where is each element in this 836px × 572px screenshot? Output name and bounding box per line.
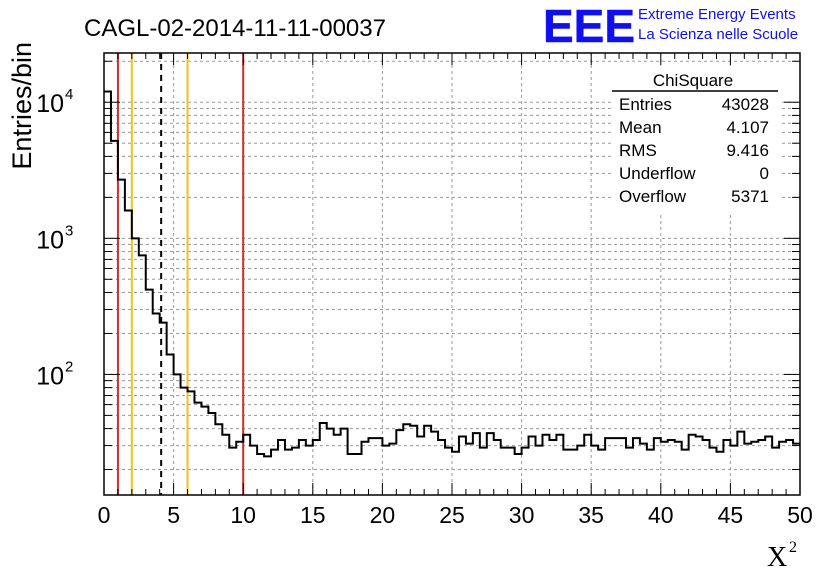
stats-row-value: 5371 [731,187,769,206]
x-axis-label-sup: 2 [789,539,797,556]
x-tick-label: 25 [439,502,465,528]
stats-row-label: RMS [619,141,657,160]
eee-logo: EEE Extreme Energy Events La Scienza nel… [543,0,798,52]
stats-row-value: 4.107 [726,118,769,137]
x-tick-label: 30 [509,502,535,528]
reference-lines [116,53,245,495]
stats-row-value: 9.416 [726,141,769,160]
stats-row-label: Overflow [619,187,687,206]
stats-row-value: 43028 [722,95,769,114]
x-tick-label: 5 [167,502,180,528]
stats-title: ChiSquare [653,71,733,90]
y-tick-label-base: 10 [36,226,64,254]
stats-row-value: 0 [760,164,769,183]
x-tick-label: 40 [648,502,674,528]
x-tick-label: 45 [718,502,744,528]
x-tick-label: 35 [578,502,604,528]
y-tick-label-exp: 4 [65,86,73,103]
x-tick-label: 15 [300,502,326,528]
x-tick-label: 20 [370,502,396,528]
chart-title: CAGL-02-2014-11-11-00037 [84,15,386,42]
y-tick-label-exp: 3 [65,222,73,239]
eee-logo-mark: EEE [543,0,635,52]
x-tick-label: 0 [98,502,111,528]
x-tick-label: 10 [230,502,256,528]
x-tick-label: 50 [787,502,813,528]
x-axis-label: X 2 [767,539,797,572]
eee-logo-line1: Extreme Energy Events [638,6,796,23]
histogram-line [104,90,800,458]
stats-row-label: Underflow [619,164,696,183]
y-tick-label-base: 10 [36,90,64,118]
y-tick-label-base: 10 [36,362,64,390]
histogram [104,90,800,458]
x-tick-labels: 0 5 10 15 20 25 30 35 40 45 50 [98,502,813,528]
stats-row-label: Entries [619,95,672,114]
stats-box: ChiSquare Entries 43028 Mean 4.107 RMS 9.416 U… [612,66,782,214]
stats-row-label: Mean [619,118,662,137]
y-axis-label: Entries/bin [7,42,37,170]
eee-logo-line2: La Scienza nelle Scuole [638,26,798,43]
axis-ticks [103,53,801,495]
y-tick-label-exp: 2 [65,358,73,375]
x-axis-label-base: X [767,542,787,572]
